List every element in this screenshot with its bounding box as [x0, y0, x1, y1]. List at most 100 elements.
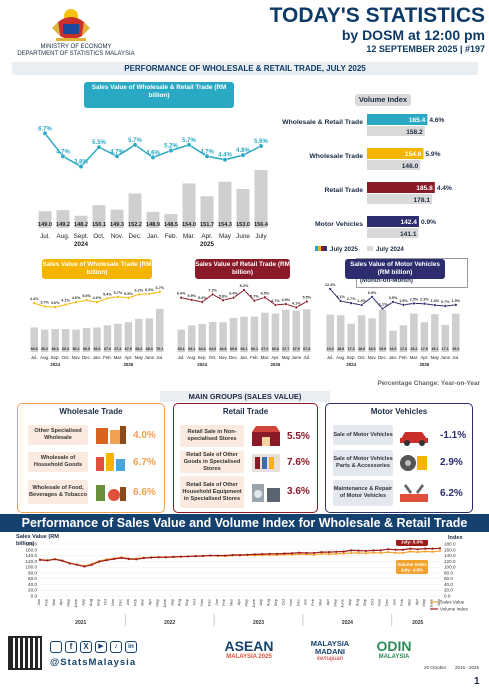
growth-label: 6.7% [38, 126, 52, 132]
bar [124, 322, 133, 352]
x-icon[interactable]: X [80, 641, 92, 653]
x-tick-label: Sep [184, 598, 189, 606]
series-point [46, 559, 49, 562]
series-point [127, 557, 130, 561]
bar-july-2024 [367, 228, 419, 238]
store-icon [250, 424, 282, 453]
x-tick-label: Jan [36, 599, 41, 605]
bar-value-label: 149.3 [110, 222, 124, 228]
year-label: 2022 [164, 620, 175, 626]
series-point [327, 553, 330, 556]
x-tick-label: May [243, 599, 248, 607]
appliance-icon [250, 480, 282, 509]
section-title: PERFORMANCE OF WHOLESALE & RETAIL TRADE,… [12, 62, 478, 75]
series-point [372, 549, 375, 552]
series-point [424, 550, 427, 553]
x-tick-label: Sep [362, 598, 367, 606]
x-tick-label: June [340, 598, 345, 607]
legend-label: Sales Value [440, 600, 465, 605]
bar-value-label: 68.3 [146, 347, 153, 351]
repair-tools-icon [398, 482, 430, 509]
facebook-icon[interactable]: f [65, 641, 77, 653]
growth-label: 5.4% [103, 292, 112, 296]
legend-swatch [318, 246, 321, 251]
growth-label: 3.7% [40, 301, 49, 305]
main-chart-title-text: Sales Value of Wholesale & Retail Trade … [91, 84, 227, 99]
bar [200, 196, 214, 228]
bar [236, 189, 250, 228]
car-icon [398, 426, 430, 451]
x-tick-label: July [436, 599, 441, 606]
growth-point [200, 300, 204, 304]
x-tick-label: Aug. [57, 233, 70, 240]
bar [103, 325, 112, 352]
mg-retail-item-2: Retail Sale of Other Goods in Specialise… [180, 451, 244, 473]
x-tick-label: May [66, 599, 71, 607]
growth-point [78, 164, 84, 170]
bar [187, 325, 196, 352]
series-point [320, 550, 323, 554]
x-tick-label: Mar [140, 598, 145, 606]
x-tick-label: Jul. [156, 355, 163, 360]
mg-motor-item-3: Maintenance & Repair of Motor Vehicles [333, 480, 393, 506]
tiktok-icon[interactable]: ♪ [110, 641, 122, 653]
x-tick-label: Nov [288, 599, 293, 606]
bar [389, 330, 397, 352]
series-point [105, 559, 108, 562]
x-tick-label: Mar [406, 598, 411, 606]
growth-label: 6.7% [155, 286, 164, 290]
main-groups-title: MAIN GROUPS (SALES VALUE) [160, 391, 330, 402]
asean-logo-sub: MALAYSIA 2025 [226, 654, 272, 660]
series-point [216, 554, 219, 557]
x-tick-label: Jul. [31, 355, 38, 360]
series-point [342, 550, 345, 553]
series-point [327, 550, 330, 554]
x-tick-label: Apr [325, 598, 330, 605]
growth-point [32, 301, 36, 305]
x-tick-label: Nov. [368, 355, 377, 360]
bar-value-label: 165.4 [409, 117, 426, 124]
growth-point [132, 142, 138, 148]
y-tick-right: 20.0 [444, 588, 453, 593]
year-label: 2024 [74, 241, 89, 248]
y-tick-right: 120.0 [444, 559, 456, 564]
bar-value-label: 66.2 [41, 347, 48, 351]
x-tick-label: Apr [147, 598, 152, 605]
x-tick-label: Oct [369, 598, 374, 605]
social-handle[interactable]: @StatsMalaysia [50, 657, 137, 668]
seasonal-note-line3: (Month-on-Month) [360, 277, 413, 284]
bar-value-label: 66.1 [241, 347, 248, 351]
category-label: Wholesale Trade [309, 153, 363, 160]
bar [198, 324, 206, 352]
mg-motor-value-2: 2.9% [440, 457, 463, 468]
bar-value-label: 67.7 [282, 347, 289, 351]
x-tick-label: Mar. [183, 233, 195, 240]
x-tick-label: Sep. [198, 355, 207, 360]
growth-point [305, 299, 309, 304]
bar [326, 314, 334, 352]
x-tick-label: Jul. [452, 355, 459, 360]
growth-point [339, 299, 343, 303]
bar-value-label: 19.1 [431, 347, 438, 351]
bar-july-2024 [367, 160, 421, 170]
series-point [357, 551, 360, 555]
volume-index-chart: Wholesale & Retail Trade 165.4 4.6% 158.2 Wh… [282, 114, 452, 253]
instagram-icon[interactable] [50, 641, 62, 653]
bar-value-label: 64.4 [199, 347, 206, 351]
growth-label: 4.7% [200, 149, 214, 155]
series-point [431, 550, 434, 553]
bar-value-label: 18.9 [358, 347, 365, 351]
series-point [350, 549, 353, 552]
bar-value-label: 66.6 [94, 347, 101, 351]
growth-label: 4.7% [271, 299, 280, 303]
callout-sales-box [396, 540, 428, 546]
linkedin-icon[interactable]: in [125, 641, 137, 653]
x-tick-label: Jan. [93, 355, 101, 360]
bar [254, 170, 268, 228]
legend-swatch [315, 246, 318, 251]
legend-swatch [321, 246, 324, 251]
growth-label: 4.1% [336, 295, 345, 299]
growth-label: 5.8% [219, 294, 228, 298]
bar-value-label: 16.0 [390, 347, 397, 351]
youtube-icon[interactable]: ▶ [95, 641, 107, 653]
